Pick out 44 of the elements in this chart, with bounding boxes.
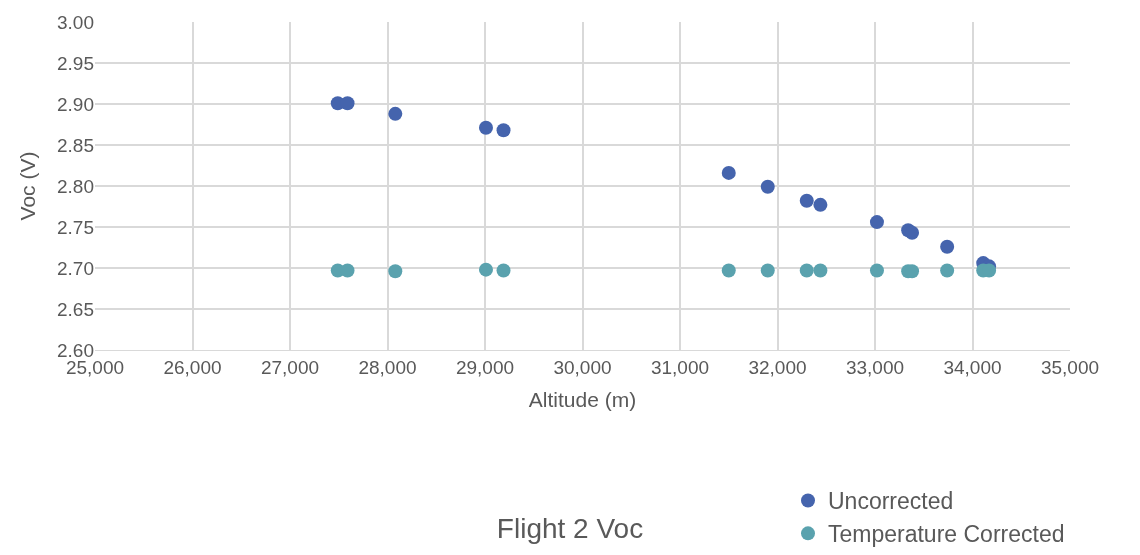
- x-tick-label: 33,000: [845, 356, 905, 378]
- x-tick-label: 35,000: [1040, 356, 1100, 378]
- point: [940, 239, 955, 254]
- x-tick-label: 32,000: [748, 356, 807, 378]
- point: [388, 264, 403, 279]
- point: [905, 225, 920, 240]
- text: Flight 2 Voc: [496, 513, 644, 545]
- x-tick-label: 28,000: [358, 356, 417, 378]
- point: [388, 106, 403, 121]
- y-tick-label: 2.95: [57, 52, 94, 74]
- point: [496, 263, 511, 278]
- point: [813, 263, 828, 278]
- y-tick-label: 2.65: [57, 298, 94, 320]
- x-axis-title: Altitude (m): [528, 388, 637, 411]
- point: [721, 263, 736, 278]
- x-tick-label: 31,000: [650, 356, 710, 378]
- point: [478, 262, 493, 277]
- y-axis-title: Voc (V): [16, 151, 40, 221]
- x-tick-label: 34,000: [943, 356, 1002, 378]
- point: [496, 123, 511, 138]
- point: [799, 263, 814, 278]
- y-tick-label: 2.80: [57, 175, 94, 197]
- legend-label: Temperature Corrected: [828, 521, 1065, 548]
- point: [478, 120, 493, 135]
- y-tick-label: 3.00: [57, 11, 94, 33]
- x-tick-label: 26,000: [163, 356, 222, 378]
- point: [813, 197, 828, 212]
- y-tick-label: 2.90: [57, 93, 94, 115]
- point: [340, 96, 355, 111]
- x-tick-label: 27,000: [260, 356, 320, 378]
- point: [799, 193, 814, 208]
- point: [721, 165, 736, 180]
- legend-label: Uncorrected: [828, 488, 954, 515]
- y-tick-label: 2.85: [57, 134, 94, 156]
- point: [869, 215, 884, 230]
- point: [940, 263, 955, 278]
- y-tick-label: 2.75: [57, 216, 94, 238]
- point: [760, 263, 775, 278]
- point: [760, 179, 775, 194]
- x-tick-label: 29,000: [455, 356, 515, 378]
- x-tick-label: 30,000: [553, 356, 612, 378]
- point: [869, 263, 884, 278]
- y-tick-label: 2.70: [57, 257, 94, 279]
- point: [340, 263, 355, 278]
